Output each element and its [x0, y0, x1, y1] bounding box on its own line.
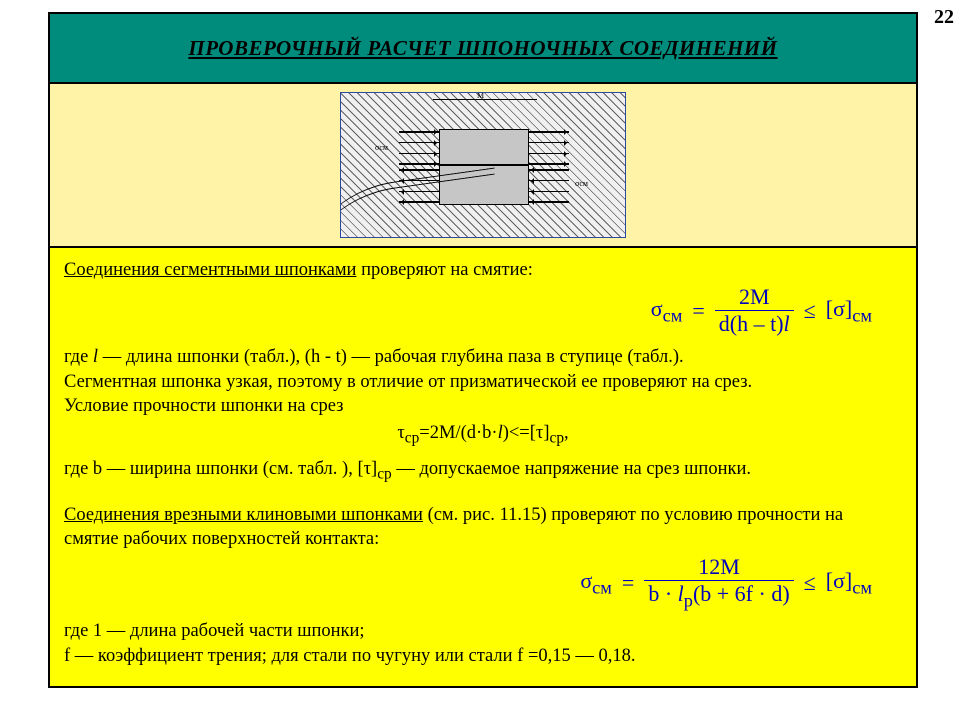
- slide-container: ПРОВЕРОЧНЫЙ РАСЧЕТ ШПОНОЧНЫХ СОЕДИНЕНИЙ …: [48, 12, 918, 688]
- paragraph-6: Соединения врезными клиновыми шпонками (…: [64, 503, 902, 552]
- m-label: M: [477, 92, 484, 100]
- p1-underlined: Соединения сегментными шпонками: [64, 260, 356, 280]
- body-text: Соединения сегментными шпонками проверяю…: [50, 248, 916, 686]
- p6-underlined: Соединения врезными клиновыми шпонками: [64, 505, 423, 525]
- sigma-label-right: σсм: [575, 179, 588, 188]
- p1-rest: проверяют на смятие:: [356, 260, 532, 280]
- paragraph-7: где 1 — длина рабочей части шпонки;: [64, 619, 902, 643]
- sigma-label-left: σсм: [375, 143, 388, 152]
- load-arrows-upper-left: [399, 131, 439, 165]
- formula-3-row: σсм = 12M b · lp(b + 6f · d) ≤ [σ]см: [64, 556, 902, 610]
- paragraph-3: Сегментная шпонка узкая, поэтому в отлич…: [64, 370, 902, 394]
- title-row: ПРОВЕРОЧНЫЙ РАСЧЕТ ШПОНОЧНЫХ СОЕДИНЕНИЙ: [50, 14, 916, 84]
- paragraph-4: Условие прочности шпонки на срез: [64, 394, 902, 418]
- paragraph-1: Соединения сегментными шпонками проверяю…: [64, 258, 902, 282]
- load-arrows-upper-right: [529, 131, 569, 165]
- formula-1-row: σсм = 2M d(h – t)l ≤ [σ]см: [64, 286, 902, 335]
- paragraph-5: где b — ширина шпонки (см. табл. ), [τ]с…: [64, 457, 902, 485]
- diagram-row: σсм σсм M: [50, 84, 916, 248]
- formula-2: τср=2M/(d·b·l)<=[τ]ср,: [64, 421, 902, 449]
- formula-1: σсм = 2M d(h – t)l ≤ [σ]см: [651, 286, 872, 335]
- slide-title: ПРОВЕРОЧНЫЙ РАСЧЕТ ШПОНОЧНЫХ СОЕДИНЕНИЙ: [188, 36, 777, 61]
- top-dimension-line: [433, 99, 537, 100]
- paragraph-2: где l — длина шпонки (табл.), (h - t) — …: [64, 345, 902, 369]
- formula-3: σсм = 12M b · lp(b + 6f · d) ≤ [σ]см: [580, 556, 872, 610]
- spacer: [64, 485, 902, 503]
- key-cross-section-diagram: σсм σсм M: [340, 92, 626, 238]
- load-arrows-lower-right: [529, 169, 569, 203]
- page-number: 22: [934, 6, 954, 29]
- paragraph-8: f — коэффициент трения; для стали по чуг…: [64, 644, 902, 668]
